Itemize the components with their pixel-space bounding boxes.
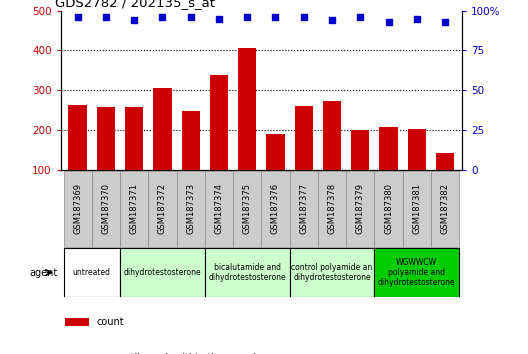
FancyBboxPatch shape [374,171,403,247]
Bar [379,127,398,210]
Point [186,14,195,20]
Bar [436,153,454,210]
Text: agent: agent [30,268,58,278]
FancyBboxPatch shape [205,171,233,247]
FancyBboxPatch shape [148,171,176,247]
Bar [351,130,370,210]
FancyBboxPatch shape [261,171,290,247]
Bar [182,111,200,210]
Bar [408,129,426,210]
Text: GSM187371: GSM187371 [130,183,139,234]
FancyBboxPatch shape [63,248,120,297]
FancyBboxPatch shape [120,248,205,297]
Point [299,14,308,20]
Text: GSM187379: GSM187379 [356,183,365,234]
Bar [65,318,89,326]
Point [271,14,280,20]
FancyBboxPatch shape [63,171,92,247]
Point [158,14,167,20]
Text: GSM187374: GSM187374 [214,183,223,234]
Bar [238,48,257,210]
Text: dihydrotestosterone: dihydrotestosterone [124,268,201,277]
Text: untreated: untreated [73,268,111,277]
Point [328,17,336,23]
Text: bicalutamide and
dihydrotestosterone: bicalutamide and dihydrotestosterone [209,263,286,282]
Point [384,19,393,24]
Text: GSM187380: GSM187380 [384,183,393,234]
Text: GSM187375: GSM187375 [243,183,252,234]
FancyBboxPatch shape [318,171,346,247]
FancyBboxPatch shape [120,171,148,247]
Point [73,14,82,20]
Text: GSM187369: GSM187369 [73,183,82,234]
FancyBboxPatch shape [92,171,120,247]
Text: GSM187376: GSM187376 [271,183,280,234]
FancyBboxPatch shape [346,171,374,247]
FancyBboxPatch shape [205,248,290,297]
Point [412,16,421,21]
Bar [323,101,341,210]
Text: GDS2782 / 202135_s_at: GDS2782 / 202135_s_at [55,0,215,9]
Text: GSM187370: GSM187370 [101,183,110,234]
Bar [210,75,228,210]
FancyBboxPatch shape [403,171,431,247]
Bar [295,106,313,210]
Text: GSM187382: GSM187382 [440,183,449,234]
Text: control polyamide an
dihydrotestosterone: control polyamide an dihydrotestosterone [291,263,373,282]
Point [356,14,364,20]
Point [243,14,251,20]
Point [130,17,138,23]
Point [215,16,223,21]
Text: count: count [97,317,125,327]
FancyBboxPatch shape [290,171,318,247]
FancyBboxPatch shape [374,248,459,297]
Text: GSM187372: GSM187372 [158,183,167,234]
FancyBboxPatch shape [233,171,261,247]
Text: GSM187377: GSM187377 [299,183,308,234]
Point [102,14,110,20]
Bar [266,134,285,210]
Text: GSM187373: GSM187373 [186,183,195,234]
Bar [69,105,87,210]
Bar [97,107,115,210]
Bar [153,88,172,210]
FancyBboxPatch shape [431,171,459,247]
Text: percentile rank within the sample: percentile rank within the sample [97,353,262,354]
FancyBboxPatch shape [176,171,205,247]
FancyBboxPatch shape [290,248,374,297]
Text: GSM187381: GSM187381 [412,183,421,234]
Text: WGWWCW
polyamide and
dihydrotestosterone: WGWWCW polyamide and dihydrotestosterone [378,258,456,287]
Point [441,19,449,24]
Bar [125,107,144,210]
Text: GSM187378: GSM187378 [327,183,336,234]
